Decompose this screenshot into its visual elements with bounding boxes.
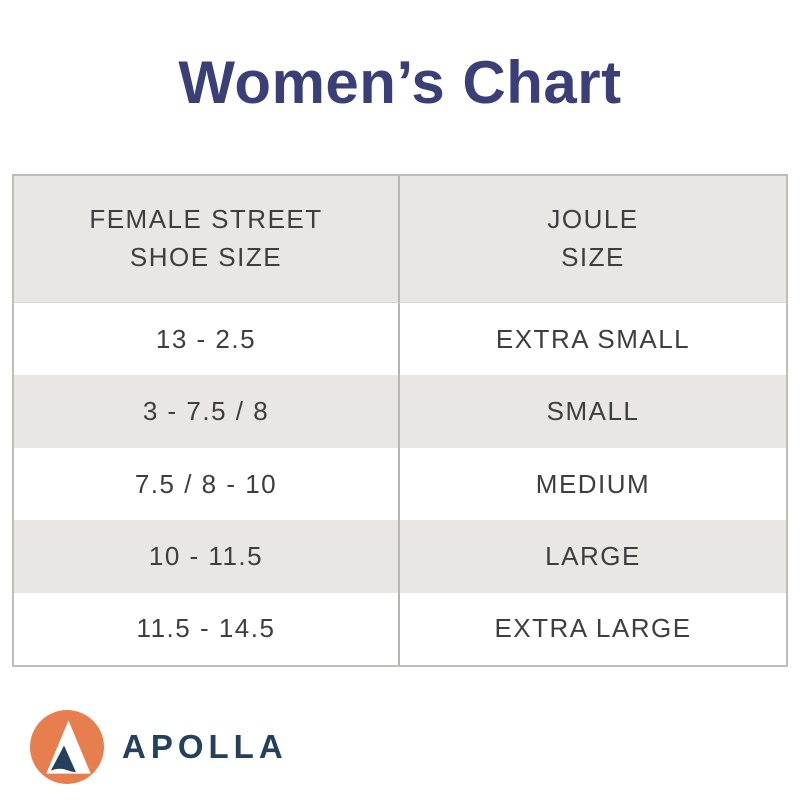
shoe-size-cell: 10 - 11.5 [14, 520, 400, 593]
column-header-shoe-size: FEMALE STREET SHOE SIZE [14, 176, 400, 302]
column-header-line: JOULE [547, 204, 639, 235]
table-row: 10 - 11.5 LARGE [14, 520, 786, 593]
apolla-mountain-a-icon [30, 710, 104, 784]
shoe-size-cell: 13 - 2.5 [14, 303, 400, 376]
joule-size-cell: MEDIUM [535, 468, 651, 499]
size-chart-table: FEMALE STREET SHOE SIZE JOULE SIZE 13 - … [12, 174, 788, 667]
joule-size-cell: LARGE [545, 540, 641, 571]
shoe-size-cell: 11.5 - 14.5 [14, 592, 400, 666]
column-header-line: SHOE SIZE [129, 242, 283, 272]
column-header-line: FEMALE STREET [89, 204, 323, 235]
joule-size-cell: SMALL [546, 396, 640, 427]
shoe-size-cell: 3 - 7.5 / 8 [14, 375, 400, 448]
column-header-joule-size: JOULE SIZE [400, 176, 786, 302]
brand-name: APOLLA [122, 728, 288, 765]
column-header-line: SIZE [561, 242, 625, 272]
table-row: 13 - 2.5 EXTRA SMALL [14, 303, 786, 376]
joule-size-cell: EXTRA LARGE [494, 613, 692, 644]
shoe-size-cell: 7.5 / 8 - 10 [14, 447, 400, 521]
table-row: 3 - 7.5 / 8 SMALL [14, 375, 786, 448]
table-row: 7.5 / 8 - 10 MEDIUM [14, 447, 786, 521]
page-title: Women’s Chart [178, 49, 622, 116]
table-row: 11.5 - 14.5 EXTRA LARGE [14, 592, 786, 666]
brand-logo: APOLLA [30, 710, 288, 784]
joule-size-cell: EXTRA SMALL [495, 323, 691, 354]
table-header-row: FEMALE STREET SHOE SIZE JOULE SIZE [14, 176, 786, 303]
